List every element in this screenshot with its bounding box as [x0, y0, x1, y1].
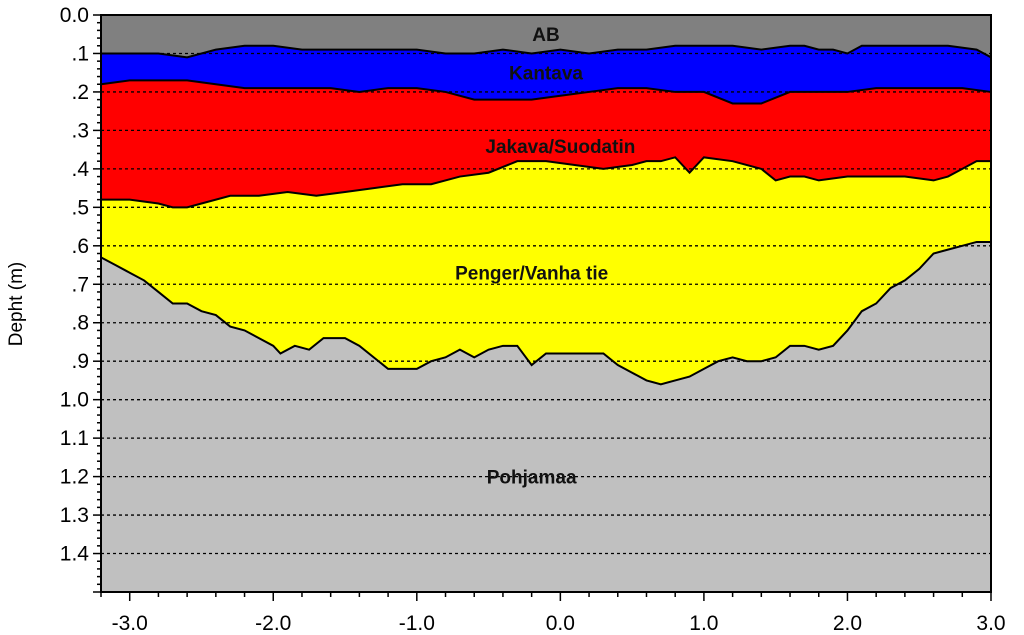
y-tick-label: .6	[71, 235, 89, 258]
y-tick-label: 1.3	[60, 504, 89, 527]
boundary-line	[101, 44, 992, 59]
y-axis-label: Depht (m)	[6, 262, 27, 346]
layer-label: Pohjamaa	[487, 468, 577, 489]
y-tick-label: 1.0	[60, 389, 89, 412]
y-tick-label: .7	[71, 273, 89, 296]
layer-label: Jakava/Suodatin	[485, 137, 635, 158]
y-tick-label: .5	[71, 196, 89, 219]
y-axis-ticks: 0.0 .1 .2 .3 .4 .5 .6 .7 .8 .9 1.0 1.1 1.2 1.3 1.4	[60, 4, 101, 593]
x-tick-label: 0.0	[546, 612, 575, 635]
x-axis-ticks: -3.0 -2.0 -1.0 0.0 1.0 2.0 3.0	[100, 592, 1006, 635]
plot-frame	[100, 14, 992, 593]
y-tick-label: .3	[71, 119, 89, 142]
x-tick-label: -1.0	[399, 612, 435, 635]
x-tick-label: 3.0	[976, 612, 1005, 635]
y-tick-label: 1.4	[60, 543, 90, 566]
axes	[100, 14, 992, 593]
layer-label: Kantava	[509, 64, 583, 85]
layer-labels: AB Kantava Jakava/Suodatin Penger/Vanha tie…	[455, 25, 635, 488]
layer-area-jakava-suodatin	[101, 80, 991, 208]
boundary-line	[101, 156, 991, 209]
x-tick-label: 1.0	[689, 612, 718, 635]
x-tick-label: 2.0	[833, 612, 862, 635]
layer-area-pohjamaa	[101, 241, 991, 592]
layer-area-kantava	[101, 45, 991, 104]
y-tick-label: .9	[71, 350, 89, 373]
y-tick-label: .4	[71, 158, 89, 181]
x-tick-label: -2.0	[255, 612, 291, 635]
layer-boundaries	[100, 44, 992, 386]
y-tick-label: 0.0	[60, 4, 89, 27]
boundary-line	[100, 240, 991, 386]
x-tick-label: -3.0	[112, 612, 148, 635]
grid-lines	[101, 52, 991, 555]
layer-area-ab	[101, 15, 991, 58]
layer-label: Penger/Vanha tie	[455, 264, 608, 285]
y-tick-label: .2	[71, 81, 89, 104]
y-tick-label: 1.1	[60, 427, 89, 450]
y-tick-label: .8	[71, 312, 89, 335]
y-tick-label: 1.2	[60, 466, 89, 489]
layer-label: AB	[532, 25, 559, 46]
y-tick-label: .1	[71, 42, 89, 65]
boundary-line	[100, 79, 992, 105]
layer-areas	[101, 15, 991, 592]
layer-area-penger-vanha-tie	[101, 157, 991, 385]
